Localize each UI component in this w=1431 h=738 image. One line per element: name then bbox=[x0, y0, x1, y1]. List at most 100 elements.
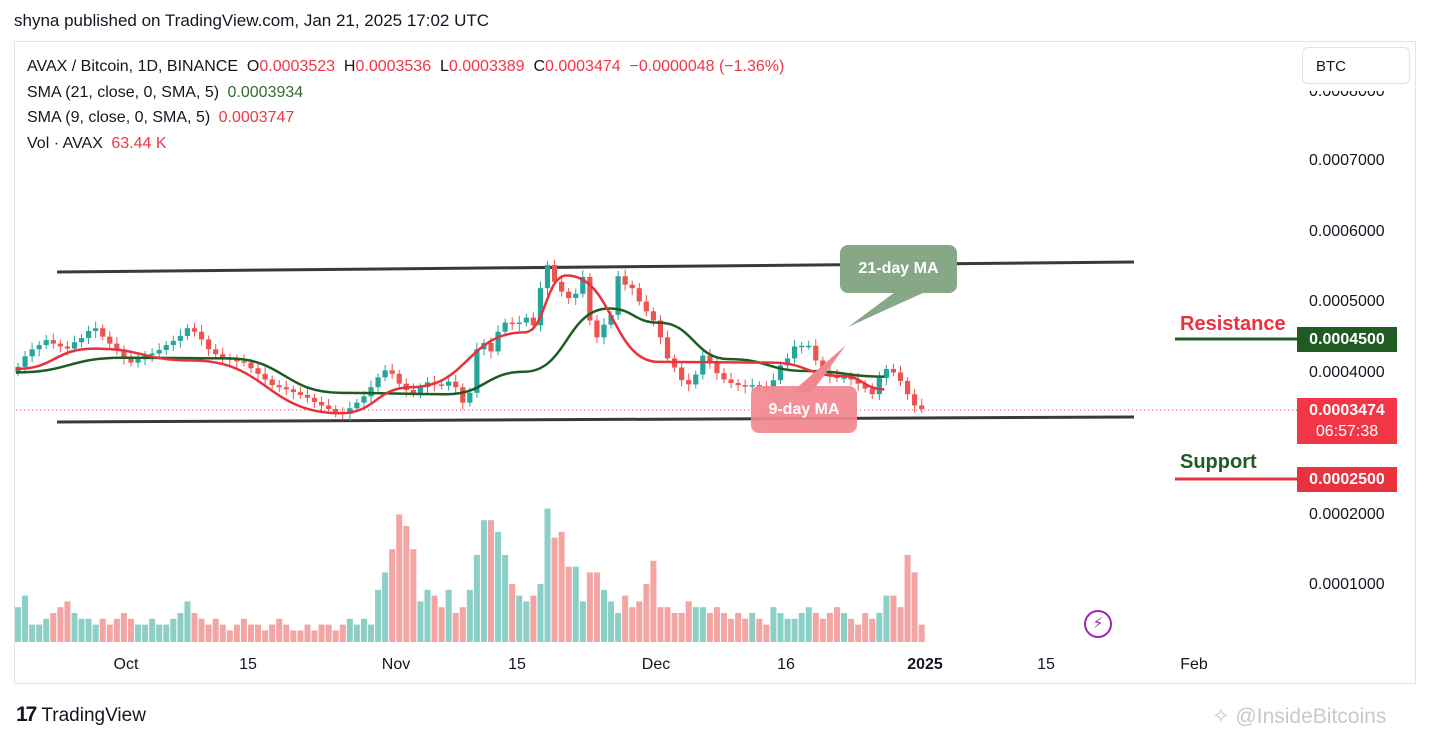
candle[interactable] bbox=[255, 368, 261, 374]
candle[interactable] bbox=[410, 390, 416, 394]
candle[interactable] bbox=[375, 377, 381, 388]
candle[interactable] bbox=[827, 371, 833, 376]
candle[interactable] bbox=[509, 322, 515, 325]
candle[interactable] bbox=[128, 357, 134, 363]
upper-trendline[interactable] bbox=[56, 260, 1135, 274]
candle[interactable] bbox=[78, 338, 85, 343]
candle[interactable] bbox=[594, 320, 600, 338]
candle[interactable] bbox=[156, 349, 162, 354]
candle[interactable] bbox=[248, 362, 254, 369]
candle[interactable] bbox=[318, 401, 325, 406]
sma21-row[interactable]: SMA (21, close, 0, SMA, 5) 0.0003934 bbox=[27, 80, 784, 106]
candle[interactable] bbox=[890, 368, 897, 373]
candle[interactable] bbox=[43, 340, 49, 346]
candle[interactable] bbox=[537, 288, 544, 326]
candle[interactable] bbox=[707, 355, 713, 363]
candle[interactable] bbox=[622, 276, 628, 285]
candle[interactable] bbox=[749, 385, 755, 387]
candle[interactable] bbox=[869, 388, 875, 395]
candle[interactable] bbox=[290, 389, 296, 393]
candle[interactable] bbox=[333, 408, 339, 413]
candle[interactable] bbox=[107, 336, 113, 344]
candle[interactable] bbox=[474, 349, 480, 393]
candle[interactable] bbox=[283, 387, 289, 390]
candle[interactable] bbox=[784, 358, 791, 366]
candle[interactable] bbox=[163, 345, 169, 350]
candle[interactable] bbox=[700, 355, 706, 375]
candle[interactable] bbox=[883, 368, 889, 379]
candle[interactable] bbox=[262, 373, 268, 380]
candle[interactable] bbox=[693, 374, 699, 385]
candle[interactable] bbox=[361, 396, 367, 403]
candle[interactable] bbox=[460, 387, 466, 403]
candle[interactable] bbox=[855, 379, 861, 384]
candle[interactable] bbox=[721, 373, 727, 380]
candle[interactable] bbox=[234, 359, 240, 362]
candle[interactable] bbox=[841, 377, 847, 379]
tradingview-logo[interactable]: 17 TradingView bbox=[16, 703, 146, 727]
candle[interactable] bbox=[57, 343, 63, 347]
candle[interactable] bbox=[615, 276, 621, 315]
candle[interactable] bbox=[389, 370, 395, 374]
candle[interactable] bbox=[686, 380, 692, 385]
candle[interactable] bbox=[269, 379, 275, 386]
candle[interactable] bbox=[664, 337, 671, 359]
candle[interactable] bbox=[523, 317, 529, 323]
candle[interactable] bbox=[198, 331, 205, 340]
candle[interactable] bbox=[93, 328, 99, 332]
candle[interactable] bbox=[792, 346, 798, 359]
candle[interactable] bbox=[679, 367, 685, 381]
candle[interactable] bbox=[650, 311, 656, 321]
candle[interactable] bbox=[862, 383, 868, 389]
lower-trendline[interactable] bbox=[56, 415, 1135, 424]
candle[interactable] bbox=[71, 342, 78, 349]
candle[interactable] bbox=[22, 356, 28, 367]
candle[interactable] bbox=[735, 382, 741, 386]
candle[interactable] bbox=[799, 345, 805, 348]
candle[interactable] bbox=[587, 276, 593, 321]
candle[interactable] bbox=[86, 331, 92, 339]
candle[interactable] bbox=[636, 288, 642, 302]
candle[interactable] bbox=[29, 349, 35, 357]
candle[interactable] bbox=[220, 354, 226, 358]
candle[interactable] bbox=[495, 331, 501, 352]
candle[interactable] bbox=[170, 340, 176, 346]
candle[interactable] bbox=[488, 342, 494, 352]
candle[interactable] bbox=[566, 291, 572, 298]
candle[interactable] bbox=[777, 365, 784, 381]
candle[interactable] bbox=[135, 359, 141, 363]
candle[interactable] bbox=[530, 317, 536, 326]
candle[interactable] bbox=[770, 380, 777, 388]
lightning-icon[interactable]: ⚡ bbox=[1084, 610, 1112, 638]
candle[interactable] bbox=[876, 378, 882, 395]
candle[interactable] bbox=[756, 385, 762, 387]
candle[interactable] bbox=[919, 405, 925, 409]
candle[interactable] bbox=[304, 394, 311, 398]
candle[interactable] bbox=[897, 372, 904, 381]
candle[interactable] bbox=[241, 361, 247, 363]
candle[interactable] bbox=[502, 322, 508, 332]
candle[interactable] bbox=[50, 340, 56, 344]
candle[interactable] bbox=[382, 370, 388, 378]
candle[interactable] bbox=[417, 387, 424, 394]
candle[interactable] bbox=[806, 345, 812, 348]
candle[interactable] bbox=[276, 385, 282, 388]
candle[interactable] bbox=[439, 384, 445, 386]
candle[interactable] bbox=[467, 392, 473, 403]
candle[interactable] bbox=[601, 324, 607, 338]
candle[interactable] bbox=[544, 264, 551, 289]
candle[interactable] bbox=[643, 301, 649, 312]
candle[interactable] bbox=[347, 408, 353, 414]
candle[interactable] bbox=[149, 353, 155, 355]
candle[interactable] bbox=[904, 380, 911, 395]
candle[interactable] bbox=[311, 397, 318, 402]
volume-row[interactable]: Vol · AVAX 63.44 K bbox=[27, 131, 784, 157]
candle[interactable] bbox=[848, 377, 854, 380]
candle[interactable] bbox=[714, 362, 720, 374]
candle[interactable] bbox=[446, 381, 452, 386]
candle[interactable] bbox=[354, 402, 360, 409]
sma9-row[interactable]: SMA (9, close, 0, SMA, 5) 0.0003747 bbox=[27, 105, 784, 131]
candle[interactable] bbox=[326, 405, 332, 409]
candle[interactable] bbox=[206, 339, 212, 350]
